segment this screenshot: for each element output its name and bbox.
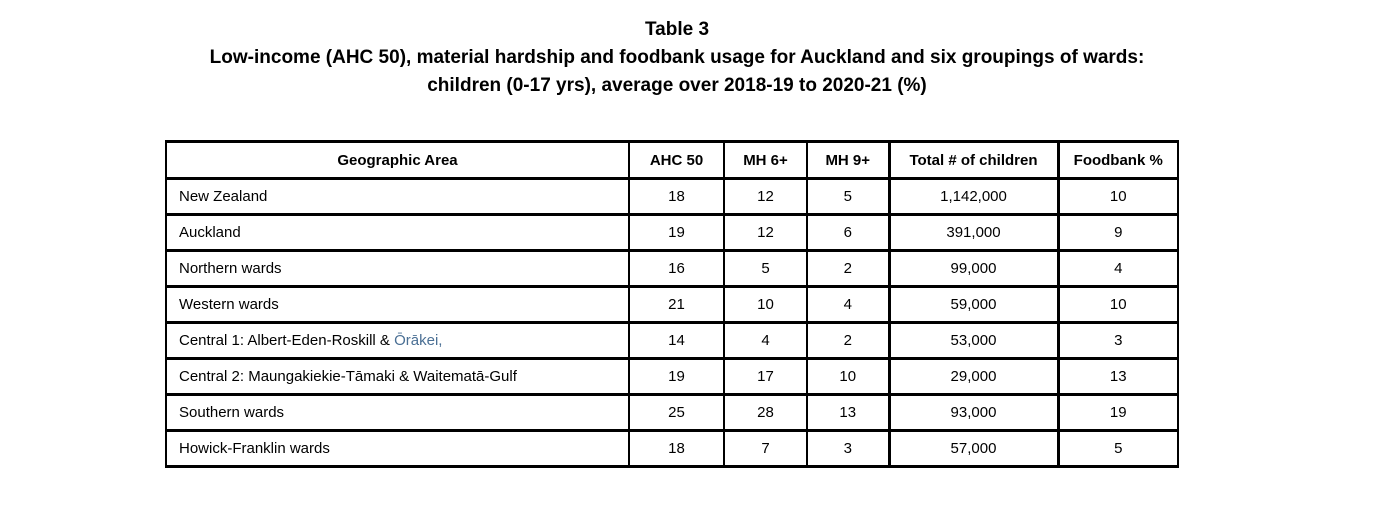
table-row: Howick-Franklin wards 18 7 3 57,000 5 (165, 429, 1179, 468)
cell-ahc50: 19 (628, 357, 725, 396)
table-caption-number: Table 3 (644, 19, 710, 40)
cell-mh9: 3 (806, 429, 890, 468)
cell-total-children: 29,000 (887, 357, 1060, 396)
cell-total-children: 93,000 (887, 393, 1060, 432)
cell-mh9: 6 (806, 213, 890, 252)
cell-total-children: 59,000 (887, 285, 1060, 324)
cell-ahc50: 16 (628, 249, 725, 288)
cell-total-children: 57,000 (887, 429, 1060, 468)
cell-area: Northern wards (165, 249, 630, 288)
cell-foodbank: 13 (1057, 357, 1179, 396)
cell-area: New Zealand (165, 177, 630, 216)
column-header-ahc50: AHC 50 (628, 140, 725, 180)
column-header-geographic-area: Geographic Area (165, 140, 630, 180)
cell-foodbank: 5 (1057, 429, 1179, 468)
cell-ahc50: 21 (628, 285, 725, 324)
cell-ahc50: 18 (628, 177, 725, 216)
header-row: Geographic Area AHC 50 MH 6+ MH 9+ Total… (165, 140, 1179, 180)
cell-mh6: 12 (723, 177, 808, 216)
cell-mh6: 5 (723, 249, 808, 288)
area-text: Central 1: Albert-Eden-Roskill & (179, 332, 395, 349)
cell-foodbank: 19 (1057, 393, 1179, 432)
cell-area: Central 1: Albert-Eden-Roskill & Ōrākei, (165, 321, 630, 360)
cell-total-children: 1,142,000 (887, 177, 1060, 216)
area-suffix-text: Ōrākei, (394, 332, 443, 349)
cell-foodbank: 9 (1057, 213, 1179, 252)
cell-foodbank: 3 (1057, 321, 1179, 360)
cell-ahc50: 25 (628, 393, 725, 432)
column-header-foodbank: Foodbank % (1057, 140, 1179, 180)
area-text: Auckland (179, 224, 241, 241)
cell-area: Central 2: Maungakiekie-Tāmaki & Waitema… (165, 357, 630, 396)
cell-total-children: 391,000 (887, 213, 1060, 252)
table-caption: Table 3 Low-income (AHC 50), material ha… (0, 16, 1354, 100)
cell-mh9: 2 (806, 321, 890, 360)
cell-area: Auckland (165, 213, 630, 252)
cell-mh9: 10 (806, 357, 890, 396)
cell-foodbank: 4 (1057, 249, 1179, 288)
cell-foodbank: 10 (1057, 177, 1179, 216)
table-row: Southern wards 25 28 13 93,000 19 (165, 393, 1179, 432)
cell-area: Western wards (165, 285, 630, 324)
area-text: Howick-Franklin wards (179, 440, 330, 457)
cell-total-children: 99,000 (887, 249, 1060, 288)
cell-mh6: 10 (723, 285, 808, 324)
cell-mh6: 17 (723, 357, 808, 396)
table-caption-line3: children (0-17 yrs), average over 2018-1… (427, 75, 927, 96)
table-row: Northern wards 16 5 2 99,000 4 (165, 249, 1179, 288)
area-text: Western wards (179, 296, 279, 313)
cell-ahc50: 18 (628, 429, 725, 468)
column-header-mh9: MH 9+ (806, 140, 890, 180)
cell-mh9: 13 (806, 393, 890, 432)
cell-mh9: 4 (806, 285, 890, 324)
cell-mh9: 5 (806, 177, 890, 216)
cell-foodbank: 10 (1057, 285, 1179, 324)
cell-area: Southern wards (165, 393, 630, 432)
column-header-total-children: Total # of children (887, 140, 1060, 180)
table-row: Central 2: Maungakiekie-Tāmaki & Waitema… (165, 357, 1179, 396)
cell-total-children: 53,000 (887, 321, 1060, 360)
cell-mh6: 12 (723, 213, 808, 252)
area-text: Central 2: Maungakiekie-Tāmaki & Waitema… (179, 368, 517, 385)
area-text: New Zealand (179, 188, 268, 205)
cell-ahc50: 14 (628, 321, 725, 360)
area-text: Northern wards (179, 260, 282, 277)
cell-mh6: 28 (723, 393, 808, 432)
table-row: Central 1: Albert-Eden-Roskill & Ōrākei,… (165, 321, 1179, 360)
table-row: Auckland 19 12 6 391,000 9 (165, 213, 1179, 252)
cell-mh9: 2 (806, 249, 890, 288)
table-row: Western wards 21 10 4 59,000 10 (165, 285, 1179, 324)
table-caption-line2: Low-income (AHC 50), material hardship a… (209, 47, 1145, 68)
area-text: Southern wards (179, 404, 285, 421)
cell-mh6: 7 (723, 429, 808, 468)
cell-mh6: 4 (723, 321, 808, 360)
cell-ahc50: 19 (628, 213, 725, 252)
column-header-mh6: MH 6+ (723, 140, 808, 180)
cell-area: Howick-Franklin wards (165, 429, 630, 468)
table-row: New Zealand 18 12 5 1,142,000 10 (165, 177, 1179, 216)
data-table: Geographic Area AHC 50 MH 6+ MH 9+ Total… (165, 140, 1179, 468)
